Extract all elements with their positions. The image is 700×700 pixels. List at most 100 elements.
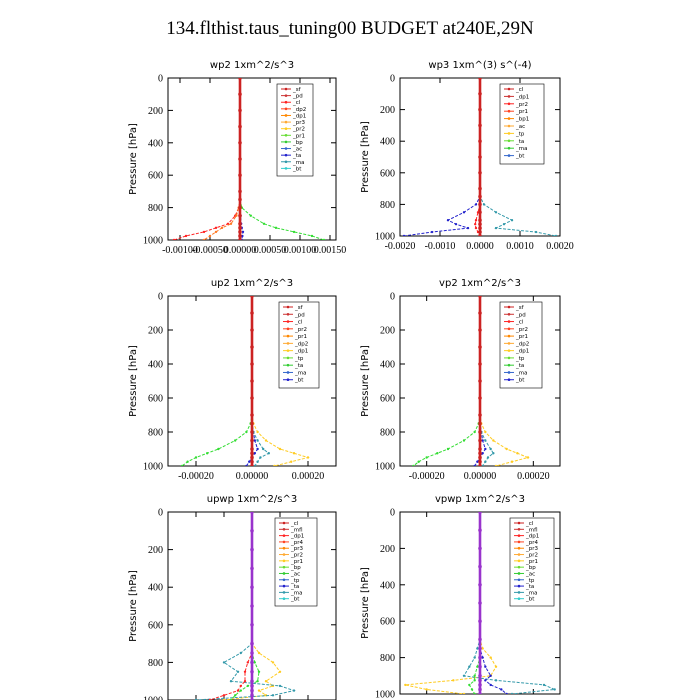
y-tick-label: 400: [148, 360, 163, 371]
series-point: [250, 679, 254, 683]
x-tick-label: -0.00020: [409, 471, 445, 482]
legend-label: _bt: [515, 154, 525, 160]
series-point: [473, 674, 476, 677]
legend-label: _pr3: [290, 546, 304, 552]
series-point: [510, 219, 514, 222]
legend-label: _pr1: [292, 133, 305, 139]
series-point: [250, 651, 254, 655]
series-point: [474, 226, 478, 230]
legend-marker: [507, 146, 511, 150]
legend-marker: [507, 334, 511, 338]
series-point: [186, 460, 189, 463]
y-tick-label: 0: [390, 508, 395, 519]
legend-label: _pr3: [292, 120, 306, 126]
series-point: [476, 460, 479, 463]
series-point: [246, 684, 249, 688]
y-tick-label: 200: [148, 326, 163, 337]
series-point: [250, 362, 254, 366]
legend-label: _ta: [292, 153, 301, 159]
legend-label: _dp1: [294, 349, 308, 355]
legend-label: _ma: [525, 590, 537, 596]
x-tick-label: -0.0020: [385, 241, 416, 252]
y-tick-label: 1000: [375, 462, 395, 473]
legend: _cl_mfl_dp1_pr4_pr3_pr2_pr1_bp_ac_tp_ta_…: [274, 517, 318, 607]
series-point: [238, 238, 242, 240]
y-tick-label: 600: [380, 617, 395, 628]
series-point: [208, 234, 212, 238]
legend-marker: [286, 334, 290, 338]
series-point: [306, 456, 310, 459]
legend-label: _pr1: [515, 334, 528, 340]
series-point: [322, 238, 326, 240]
legend-marker: [284, 107, 288, 111]
legend-marker: [517, 565, 521, 569]
legend-box: [274, 517, 318, 607]
legend-marker: [282, 591, 286, 594]
y-tick-label: 800: [148, 428, 163, 439]
legend-label: _pr2: [292, 127, 305, 133]
series-point: [478, 107, 482, 112]
series-point: [489, 683, 492, 687]
legend-marker: [284, 120, 288, 124]
legend-marker: [517, 584, 521, 588]
series-point: [238, 226, 242, 230]
legend: _cl_dp1 _pr2_pr1 _bp1_ac_tp _ta_ma _bt: [499, 83, 545, 165]
series-point: [234, 694, 237, 697]
legend-label: _pr1: [515, 109, 528, 115]
chart-panel-1: wp2 1xm^2/s^3 Pressure [hPa] 0 200 400 600 800…: [128, 60, 346, 256]
series-point: [229, 222, 233, 225]
x-tick-label: 0.00150: [314, 245, 347, 256]
series-point: [473, 464, 476, 466]
series-point: [273, 464, 276, 466]
series-point: [502, 222, 506, 226]
legend-marker: [286, 363, 290, 367]
series-point: [481, 464, 484, 466]
series-point: [250, 379, 254, 383]
series-point: [222, 661, 226, 664]
series-point: [259, 456, 262, 459]
series-point: [250, 623, 254, 627]
series-point: [510, 692, 514, 694]
series-point: [172, 238, 176, 240]
legend-label: _pr2: [525, 553, 538, 559]
series-point: [253, 464, 256, 466]
legend-label: _bt: [515, 378, 525, 384]
x-tick-label: 0.00100: [284, 245, 317, 256]
legend-marker: [286, 349, 290, 352]
y-tick-label: 0: [158, 74, 163, 85]
series-point: [239, 689, 242, 692]
series-point: [256, 439, 259, 442]
legend-marker: [282, 584, 286, 588]
legend-marker: [284, 114, 288, 117]
legend-marker: [284, 134, 288, 137]
legend-marker: [507, 102, 511, 106]
legend-label: _ma: [515, 370, 527, 376]
legend-box: [499, 83, 545, 165]
legend-label: _bt: [525, 597, 535, 603]
legend-label: _ac: [290, 571, 300, 577]
series-point: [278, 670, 282, 673]
series-point: [250, 455, 254, 460]
series-point: [229, 680, 233, 683]
legend-label: _ta: [525, 584, 534, 590]
series-point: [462, 439, 466, 442]
series-point: [478, 155, 482, 159]
legend-marker: [507, 139, 511, 143]
legend-marker: [507, 312, 511, 316]
series-point: [238, 124, 242, 129]
series-point: [478, 464, 482, 466]
series-point: [478, 328, 482, 332]
x-tick-label: 0.00050: [254, 245, 287, 256]
series-point: [505, 447, 508, 451]
legend-box: [509, 517, 555, 607]
legend-marker: [507, 371, 511, 374]
series-point: [478, 379, 482, 383]
series-point: [250, 670, 254, 674]
legend-marker: [507, 95, 511, 98]
chart-panel-5: upwp 1xm^2/s^3 Pressure [hPa] 0 200 400 600 80…: [128, 494, 337, 700]
series-point: [489, 656, 492, 659]
chart-panel-3: up2 1xm^2/s^3 Pressure [hPa] 0 200 400 600 800…: [128, 278, 337, 482]
x-tick-label: -0.00020: [178, 471, 214, 482]
series-point: [241, 230, 245, 234]
panel-title: upwp 1xm^2/s^3: [207, 494, 297, 505]
